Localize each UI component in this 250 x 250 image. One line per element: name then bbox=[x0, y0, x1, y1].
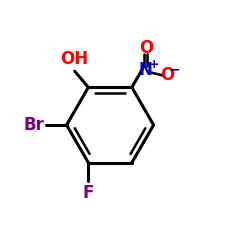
Text: +: + bbox=[148, 58, 159, 71]
Text: Br: Br bbox=[23, 116, 44, 134]
Text: F: F bbox=[83, 184, 94, 202]
Text: O: O bbox=[160, 66, 174, 84]
Text: OH: OH bbox=[60, 50, 89, 68]
Text: N: N bbox=[139, 61, 153, 79]
Text: −: − bbox=[169, 63, 180, 77]
Text: O: O bbox=[139, 39, 153, 57]
